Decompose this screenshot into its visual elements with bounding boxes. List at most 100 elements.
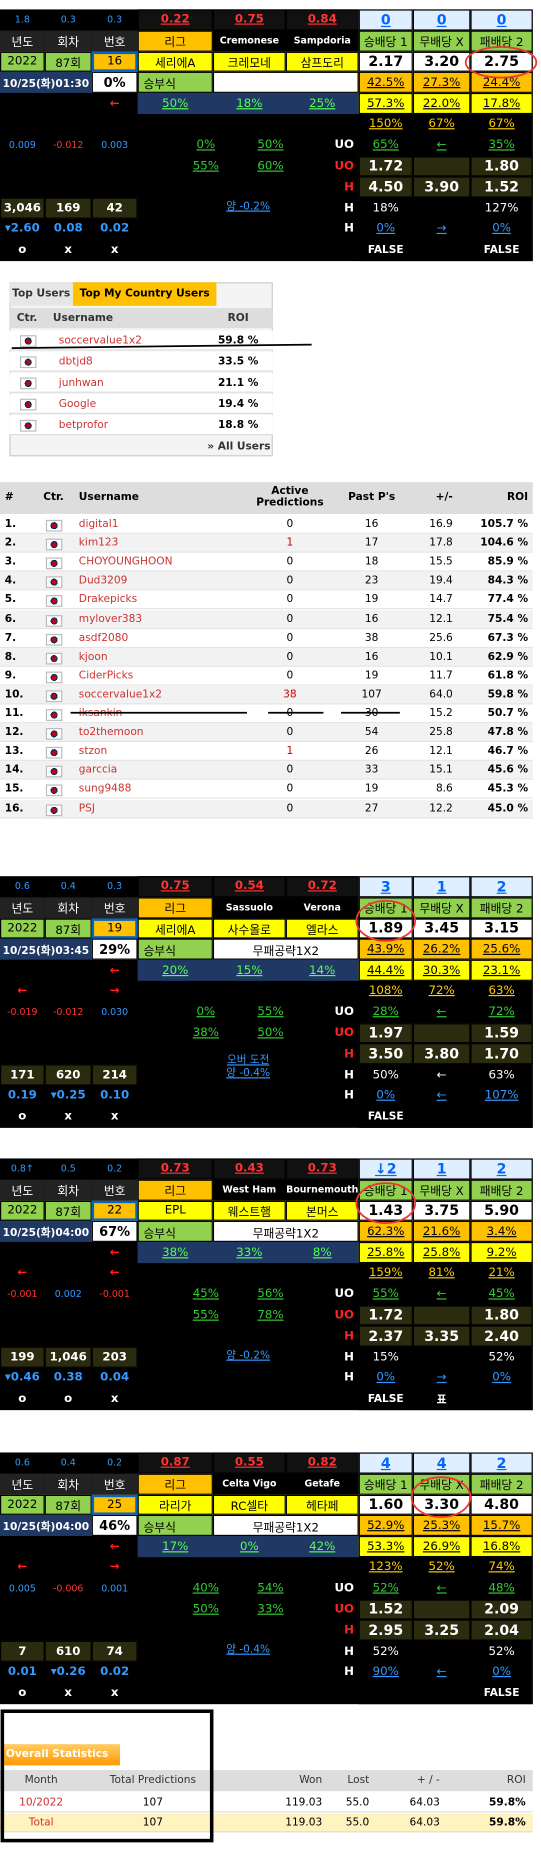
arrow	[92, 114, 138, 135]
match-info: 삼프도리	[285, 51, 359, 73]
h-odds: 1.52	[470, 176, 533, 198]
rate: 27.3%	[412, 72, 471, 94]
rank: 8.	[4, 651, 17, 663]
plus-minus: 17.8	[429, 537, 453, 550]
match-info: 본머스	[285, 1200, 359, 1222]
stat: 107	[142, 1817, 164, 1829]
active: 0	[286, 575, 294, 588]
column-header: ROI	[506, 491, 529, 503]
country-flag	[45, 519, 63, 532]
rate: 52%	[412, 1557, 471, 1579]
column-header: 회차	[44, 30, 92, 52]
uo-odds	[412, 1022, 471, 1044]
stat: 64.03	[409, 1817, 440, 1829]
country-flag	[45, 784, 63, 797]
bet-type: 승부식	[137, 1221, 213, 1243]
bet-note: 무패공략1X2	[212, 1221, 359, 1243]
uo-pct: 0%	[196, 1005, 216, 1019]
row-bg	[9, 351, 273, 372]
username: Drakepicks	[78, 594, 138, 607]
roi: 33.5 %	[217, 355, 259, 368]
arrow: ←	[109, 1540, 120, 1554]
column-header: Cremonese	[219, 35, 279, 47]
column-header: 년도	[0, 30, 45, 52]
all-users-link[interactable]: » All Users	[207, 440, 271, 453]
match-info: 웨스트햄	[212, 1200, 286, 1222]
diff: 0.003	[101, 140, 129, 151]
rate: 26.2%	[412, 938, 471, 960]
arrow: ←	[109, 1246, 120, 1260]
change: 0.02	[100, 222, 130, 236]
row-bg	[0, 571, 533, 591]
match-info: 3.75	[412, 1200, 471, 1222]
uo-rate: 48%	[470, 1578, 533, 1600]
h-pct: 63%	[470, 1064, 533, 1086]
result: FALSE	[470, 1682, 533, 1704]
match-info: 87회	[44, 918, 92, 939]
roi: 77.4 %	[487, 594, 529, 607]
match-info: 4.80	[470, 1494, 533, 1516]
league-bg	[137, 93, 359, 115]
uo-pct: 56%	[257, 1288, 284, 1301]
match-info: 헤타페	[285, 1494, 359, 1516]
league-bg	[137, 1536, 359, 1558]
roi: 59.8 %	[217, 334, 259, 347]
uo-pct: 50%	[257, 1026, 284, 1040]
rank: 2.	[4, 537, 17, 550]
rate: 63%	[470, 980, 533, 1002]
odds-change: 2	[470, 876, 533, 898]
odds-change: 2	[470, 1158, 533, 1180]
odds-change: 0.3	[60, 14, 76, 26]
rate: 44.4%	[358, 959, 413, 981]
country-flag	[45, 538, 63, 551]
rate: 72%	[412, 980, 471, 1002]
row-bg	[9, 393, 273, 414]
h-pct: 0%	[358, 1085, 413, 1107]
rate: 81%	[412, 1263, 471, 1285]
active: 0	[286, 651, 294, 663]
odds-change: 4	[358, 1452, 413, 1474]
column-header: 패배당 2	[470, 1179, 533, 1201]
column-header: Getafe	[304, 1478, 340, 1490]
match-info: 87회	[44, 1494, 92, 1516]
result: FALSE	[470, 239, 533, 261]
odds-change: 0.8↑	[10, 1163, 34, 1175]
column-header: Verona	[303, 902, 341, 913]
h-pct: 0%	[470, 1661, 533, 1683]
column-header: Active Predictions	[256, 485, 324, 509]
result	[470, 1388, 533, 1410]
country-flag	[45, 709, 63, 721]
row-bg	[0, 685, 533, 705]
diff: 0.009	[8, 140, 36, 151]
uo-rate: ←	[412, 1001, 471, 1023]
uo-odds	[412, 1599, 471, 1620]
match-info: RC셀타	[212, 1494, 286, 1516]
bet-note: 무패공략1X2	[212, 1515, 359, 1537]
column-header: 년도	[0, 1473, 45, 1495]
uo-rate: 65%	[358, 135, 413, 156]
change: ▾0.26	[50, 1665, 86, 1679]
uo-rate: ←	[412, 1578, 471, 1600]
row-bg	[9, 372, 273, 393]
diff: -0.012	[53, 140, 84, 151]
rate: 25.3%	[412, 1515, 471, 1537]
column-header: 회차	[44, 897, 92, 919]
plus-minus: 16.9	[429, 518, 453, 531]
active: 1	[286, 537, 294, 550]
column-header: 번호	[91, 30, 138, 52]
stat: 64.03	[409, 1797, 440, 1809]
column-header: 무배당 X	[412, 30, 471, 52]
win-rate: 67%	[91, 1221, 138, 1243]
bet-note	[212, 72, 359, 94]
odds-change: 0	[470, 9, 533, 31]
username: CHOYOUNGHOON	[78, 556, 173, 569]
h-odds: 2.37	[358, 1325, 413, 1347]
match-info: 사수올로	[212, 918, 286, 939]
h-pct: 90%	[358, 1661, 413, 1683]
stat: 55.0	[345, 1797, 370, 1809]
odds-change: 3	[358, 876, 413, 898]
flag: o	[64, 1392, 73, 1406]
rank: 7.	[4, 632, 17, 645]
h-odds: 3.50	[358, 1043, 413, 1065]
